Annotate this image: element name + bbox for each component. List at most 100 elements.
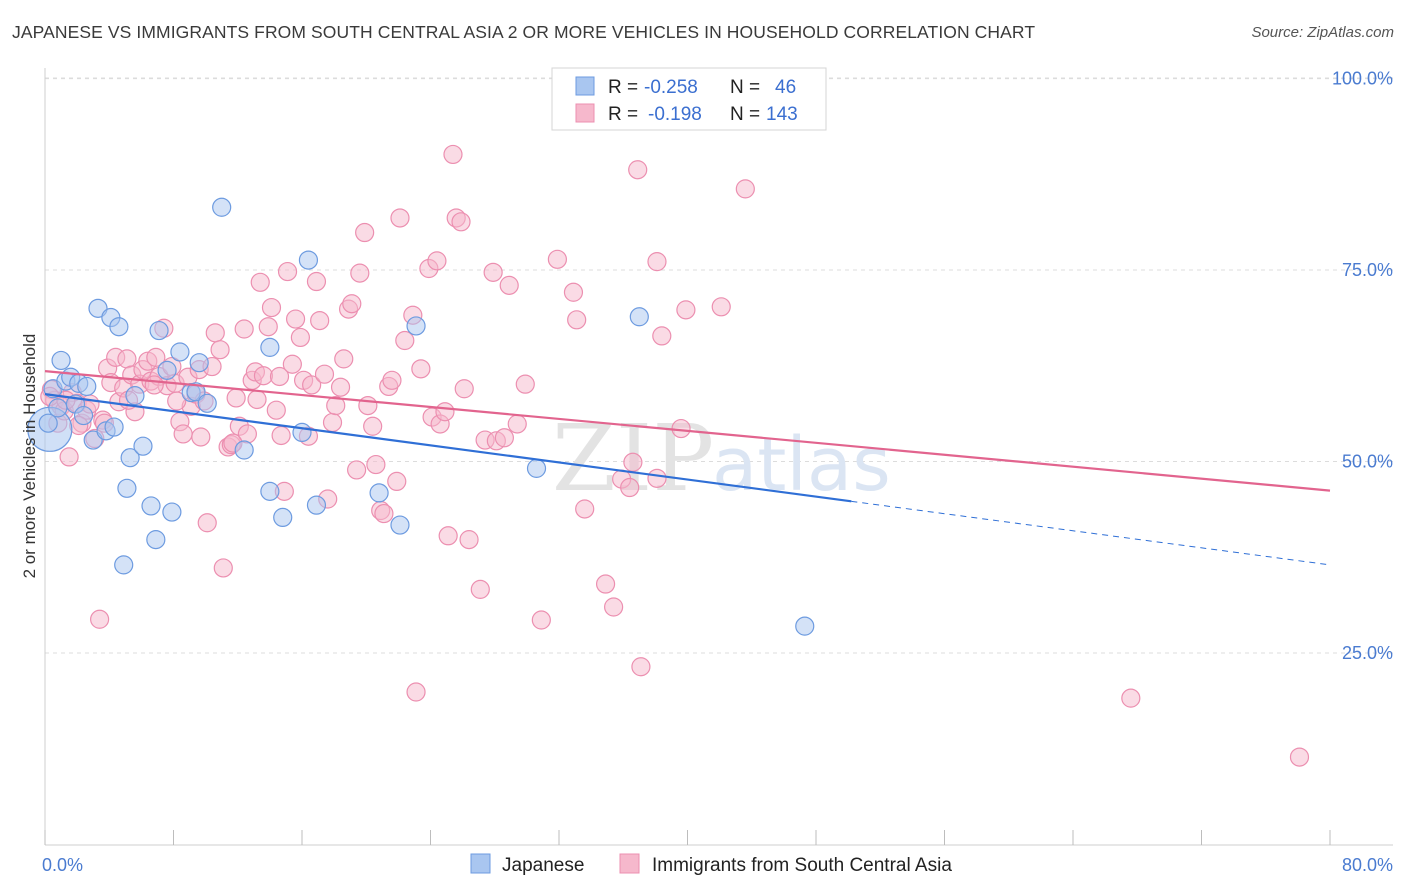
point-immigrants-113 xyxy=(563,282,584,302)
point-immigrants-97 xyxy=(438,526,458,546)
correlation-legend: R = -0.258 N = 46 R = -0.198 N = 143 xyxy=(551,67,827,131)
point-immigrants-110 xyxy=(515,374,535,394)
point-immigrants-72 xyxy=(330,377,351,397)
watermark: ZIP atlas xyxy=(552,405,891,512)
point-immigrants-80 xyxy=(363,416,383,436)
point-japanese-19 xyxy=(133,436,153,456)
point-japanese-20 xyxy=(141,496,161,516)
point-immigrants-19 xyxy=(117,349,137,369)
point-immigrants-43 xyxy=(213,558,233,578)
x-tick-label-1: 80.0% xyxy=(1342,855,1393,875)
point-immigrants-92 xyxy=(406,682,426,702)
point-immigrants-88 xyxy=(395,330,415,351)
point-immigrants-77 xyxy=(350,263,370,283)
trend-line-immigrants xyxy=(44,370,1331,492)
point-immigrants-57 xyxy=(269,366,290,387)
point-immigrants-46 xyxy=(226,388,246,408)
gridlines xyxy=(45,77,1393,654)
point-japanese-39 xyxy=(390,515,410,535)
point-immigrants-96 xyxy=(435,402,455,422)
point-immigrants-70 xyxy=(322,412,343,433)
chart-title: JAPANESE VS IMMIGRANTS FROM SOUTH CENTRA… xyxy=(12,22,1036,42)
y-tick-label-2: 75.0% xyxy=(1342,260,1393,280)
point-immigrants-53 xyxy=(253,366,274,386)
point-immigrants-142 xyxy=(271,425,291,446)
point-immigrants-127 xyxy=(676,300,696,320)
point-immigrants-33 xyxy=(173,424,193,444)
legend-swatch-immigrants xyxy=(575,103,595,123)
point-immigrants-66 xyxy=(306,271,327,292)
point-immigrants-105 xyxy=(483,262,503,282)
point-japanese-29 xyxy=(197,393,217,413)
point-immigrants-124 xyxy=(652,326,672,346)
point-japanese-22 xyxy=(149,320,169,341)
point-immigrants-55 xyxy=(261,297,282,318)
point-immigrants-102 xyxy=(459,530,479,550)
point-immigrants-62 xyxy=(290,327,310,348)
point-immigrants-75 xyxy=(342,294,362,314)
point-japanese-34 xyxy=(273,507,293,528)
y-tick-label-3: 100.0% xyxy=(1332,69,1393,89)
series-japanese-points xyxy=(27,197,815,636)
point-immigrants-54 xyxy=(258,317,278,337)
point-immigrants-111 xyxy=(531,610,551,630)
point-japanese-41 xyxy=(526,458,547,478)
point-immigrants-116 xyxy=(595,574,616,594)
point-immigrants-112 xyxy=(547,249,567,269)
point-japanese-28 xyxy=(189,353,209,373)
point-japanese-15 xyxy=(114,555,134,575)
point-immigrants-108 xyxy=(499,275,519,295)
point-immigrants-83 xyxy=(374,503,394,524)
point-immigrants-61 xyxy=(285,309,306,329)
point-immigrants-139 xyxy=(191,427,211,447)
point-japanese-44 xyxy=(38,413,58,433)
bottom-legend-label-immigrants: Immigrants from South Central Asia xyxy=(652,855,952,876)
series-legend: Japanese Immigrants from South Central A… xyxy=(470,853,952,876)
legend-n-label-1: N = xyxy=(730,77,760,98)
trend-line-japanese-extension xyxy=(851,500,1331,566)
point-immigrants-79 xyxy=(358,395,378,416)
point-immigrants-137 xyxy=(144,375,164,395)
legend-r-label-1: R = xyxy=(608,77,638,98)
point-japanese-36 xyxy=(298,250,319,270)
point-japanese-25 xyxy=(170,342,190,362)
legend-r-value-2: -0.198 xyxy=(648,104,702,125)
point-immigrants-60 xyxy=(282,354,302,374)
point-japanese-23 xyxy=(157,360,177,380)
point-immigrants-141 xyxy=(247,389,267,410)
point-immigrants-86 xyxy=(387,471,407,492)
point-japanese-35 xyxy=(292,422,312,442)
point-japanese-32 xyxy=(260,337,280,357)
point-immigrants-87 xyxy=(390,208,410,228)
y-tick-label-0: 25.0% xyxy=(1342,643,1393,663)
point-immigrants-48 xyxy=(234,319,254,339)
point-immigrants-76 xyxy=(347,460,367,480)
point-immigrants-138 xyxy=(167,391,187,411)
point-immigrants-128 xyxy=(711,297,731,317)
point-immigrants-123 xyxy=(647,252,667,272)
point-japanese-31 xyxy=(234,440,254,460)
point-immigrants-68 xyxy=(314,364,335,384)
point-immigrants-65 xyxy=(302,375,322,395)
point-japanese-17 xyxy=(120,448,140,468)
point-japanese-2 xyxy=(48,398,68,418)
legend-n-value-2: 143 xyxy=(766,104,798,125)
point-immigrants-81 xyxy=(366,454,386,475)
point-japanese-14 xyxy=(109,317,129,337)
point-japanese-8 xyxy=(77,376,97,397)
point-japanese-33 xyxy=(260,481,280,501)
legend-r-value-1: -0.258 xyxy=(644,77,698,98)
legend-swatch-japanese xyxy=(575,76,595,96)
axes xyxy=(44,68,1393,846)
point-immigrants-67 xyxy=(310,310,330,331)
point-immigrants-119 xyxy=(620,477,640,498)
point-immigrants-39 xyxy=(197,513,217,533)
legend-n-label-2: N = xyxy=(730,104,760,125)
point-japanese-13 xyxy=(104,417,124,437)
point-japanese-27 xyxy=(186,382,206,402)
point-immigrants-117 xyxy=(604,597,624,617)
point-immigrants-103 xyxy=(470,579,490,599)
point-japanese-45 xyxy=(73,405,94,426)
point-japanese-43 xyxy=(795,616,815,636)
